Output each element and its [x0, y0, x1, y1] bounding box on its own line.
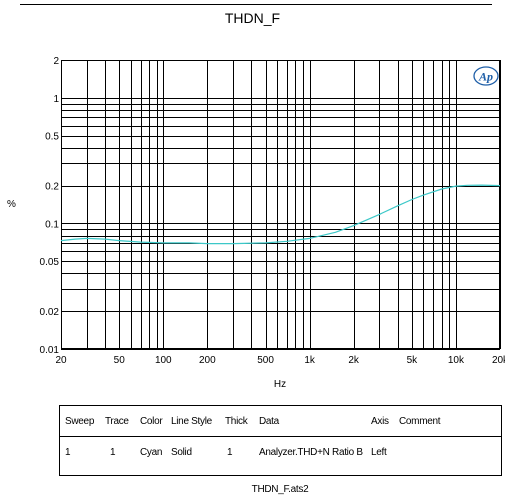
ap-logo-text: Ap — [478, 70, 493, 84]
legend-cell-thick: 1 — [227, 447, 233, 458]
legend-cell-sweep: 1 — [65, 447, 71, 458]
legend-header-color: Color — [140, 416, 163, 427]
x-tick-label: 20k — [492, 355, 505, 366]
grid-lines — [61, 60, 501, 350]
legend-cell-axis: Left — [371, 447, 387, 458]
legend-table: Sweep Trace Color Line Style Thick Data … — [59, 405, 502, 476]
legend-cell-data: Analyzer.THD+N Ratio B — [259, 447, 363, 458]
x-tick-label: 10k — [448, 355, 465, 366]
x-tick-label: 2k — [348, 355, 360, 366]
y-tick-label: 1 — [53, 94, 59, 105]
x-tick-label: 100 — [155, 355, 172, 366]
data-series — [60, 184, 501, 245]
x-tick-label: 5k — [407, 355, 419, 366]
legend-header-line-style: Line Style — [171, 416, 212, 427]
y-tick-label: 0.02 — [40, 307, 60, 318]
x-tick-label: 50 — [114, 355, 126, 366]
chart-title: THDN_F — [224, 10, 281, 26]
legend-header-sweep: Sweep — [65, 416, 95, 427]
legend-cell-line-style: Solid — [171, 447, 192, 458]
file-name: THDN_F.ats2 — [251, 484, 309, 495]
y-tick-label: 0.01 — [40, 345, 60, 356]
y-tick-label: 0.1 — [45, 219, 59, 230]
legend-header-trace: Trace — [105, 416, 129, 427]
legend-header-data: Data — [259, 416, 279, 427]
legend-header-axis: Axis — [371, 416, 389, 427]
legend-cell-trace: 1 — [110, 447, 116, 458]
legend-header-thick: Thick — [225, 416, 248, 427]
y-tick-label: 0.5 — [45, 132, 59, 143]
x-tick-label: 200 — [199, 355, 216, 366]
plot-frame — [61, 60, 500, 349]
y-tick-label: 0.2 — [45, 182, 59, 193]
legend-cell-color: Cyan — [140, 447, 163, 458]
ap-logo: Ap — [473, 66, 499, 86]
chart-area: 20 50 100 200 500 1k 2k 5k 10k 20k 2 1 0.5 0.2 0.1 0.05… — [40, 56, 505, 366]
legend-header-comment: Comment — [399, 416, 441, 427]
y-tick-label: 2 — [53, 56, 59, 67]
x-tick-label: 1k — [304, 355, 316, 366]
tick-labels: 20 50 100 200 500 1k 2k 5k 10k 20k 2 1 0.5 0.2 0.1 0.05… — [40, 56, 505, 366]
x-tick-label: 500 — [257, 355, 274, 366]
top-rule — [20, 4, 492, 5]
legend-divider — [60, 436, 501, 437]
y-axis-label: % — [7, 199, 16, 210]
series-line-1 — [60, 184, 501, 245]
x-tick-label: 20 — [55, 355, 67, 366]
x-axis-label: Hz — [273, 379, 287, 390]
y-tick-label: 0.05 — [40, 257, 60, 268]
